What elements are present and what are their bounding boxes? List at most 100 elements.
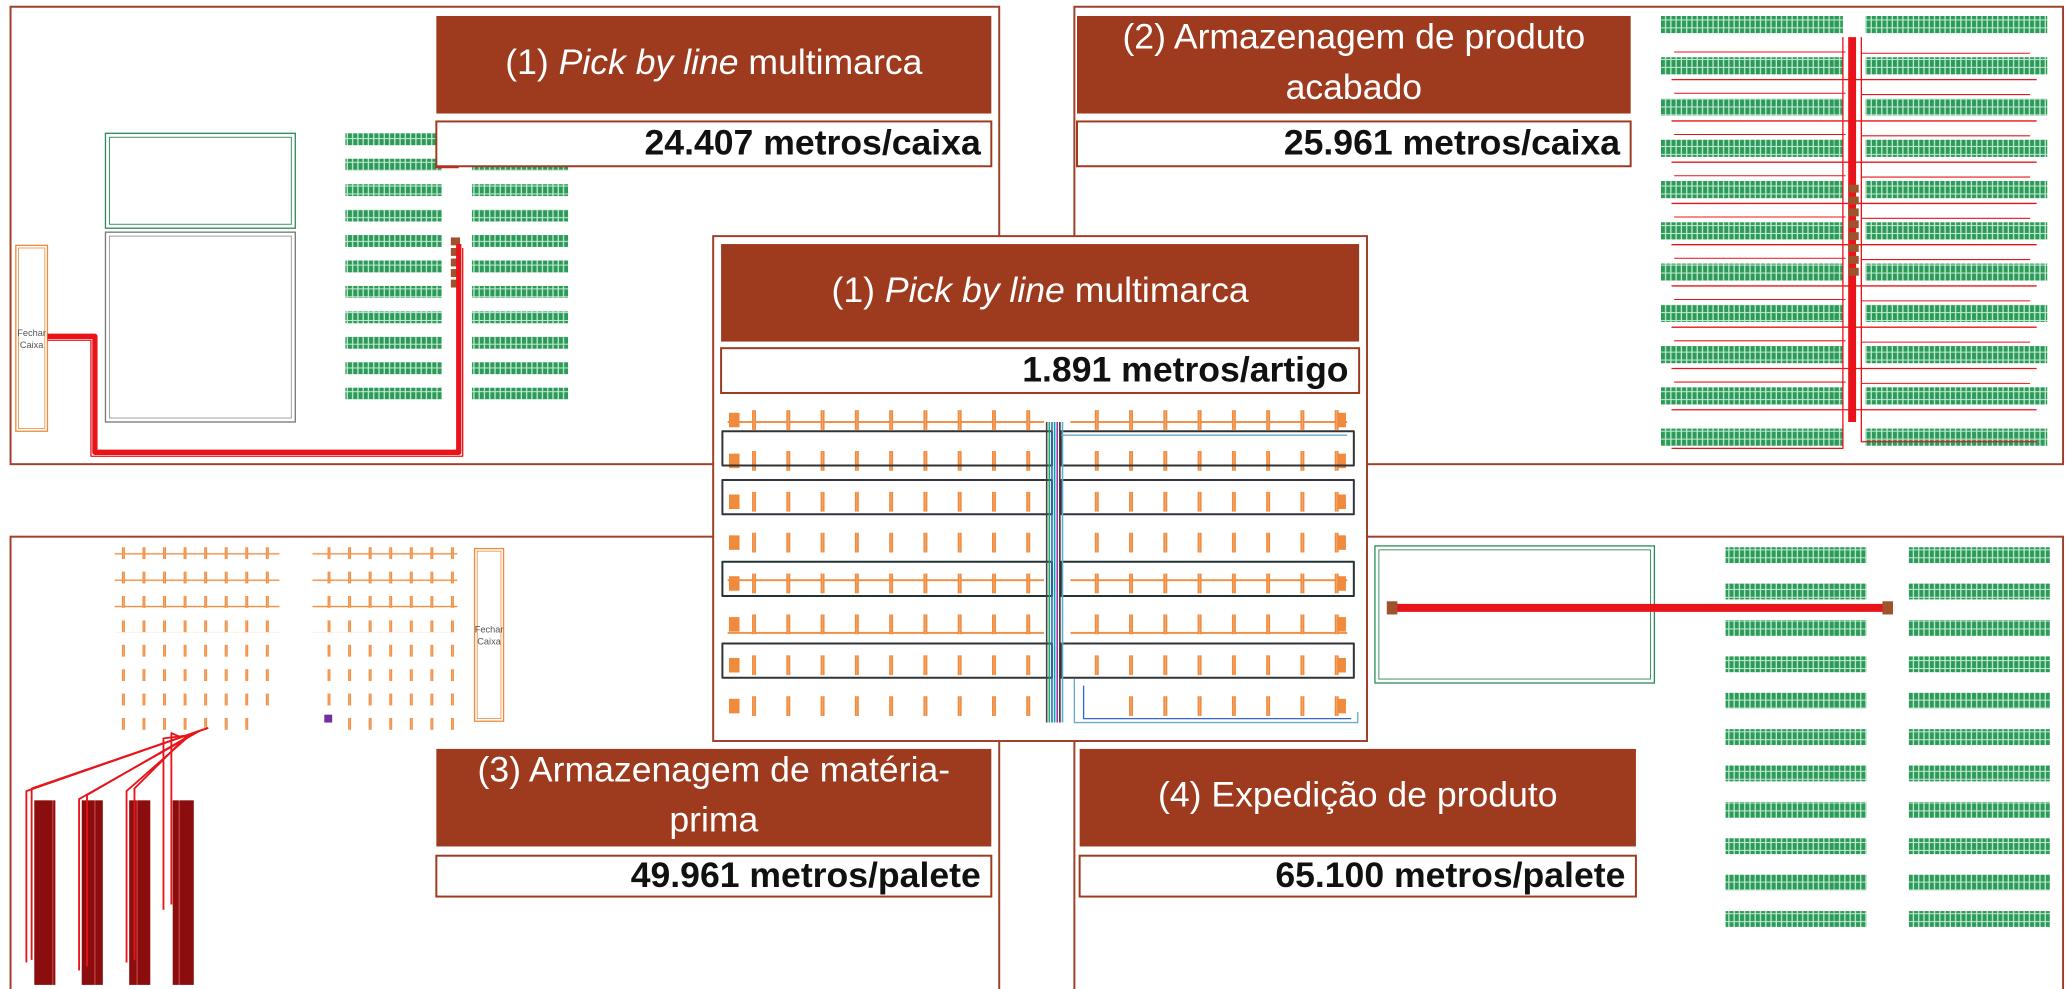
rack xyxy=(1865,346,2047,363)
rack xyxy=(1909,838,2050,854)
rack xyxy=(312,547,457,559)
rack xyxy=(345,311,441,323)
rack xyxy=(1661,57,1843,74)
rack xyxy=(729,576,740,591)
rack xyxy=(1070,614,1347,634)
rack xyxy=(1338,576,1346,591)
rack xyxy=(1865,387,2047,404)
rack xyxy=(1909,693,2050,709)
panel-title: (1) Pick by line multimarca xyxy=(505,42,922,82)
rack xyxy=(1661,140,1843,157)
rack xyxy=(728,533,1044,553)
rack xyxy=(472,235,568,247)
rack xyxy=(1865,222,2047,239)
metric-value: 25.961 metros/caixa xyxy=(1284,123,1621,163)
rack xyxy=(1105,696,1348,716)
rack xyxy=(1726,838,1867,854)
rack xyxy=(472,184,568,196)
rack xyxy=(1070,533,1347,553)
rack xyxy=(345,337,441,349)
rack xyxy=(312,645,457,657)
rack xyxy=(345,235,441,247)
rack xyxy=(1909,584,2050,600)
rack xyxy=(1070,492,1347,512)
metric-value: 49.961 metros/palete xyxy=(631,855,981,895)
rack xyxy=(129,800,150,985)
rack xyxy=(728,451,1044,471)
rack xyxy=(345,261,441,273)
rack xyxy=(1909,911,2050,927)
rack xyxy=(115,669,280,681)
rack xyxy=(1726,656,1867,672)
rack xyxy=(1661,429,1843,446)
panel-title: acabado xyxy=(1286,67,1423,107)
rack xyxy=(1726,584,1867,600)
rack xyxy=(1909,802,2050,818)
metric-value: 65.100 metros/palete xyxy=(1275,855,1625,895)
rack xyxy=(312,620,457,632)
title-part: prima xyxy=(669,800,758,840)
rack xyxy=(728,655,1044,675)
title-part: Pick by line xyxy=(559,42,739,82)
rack xyxy=(345,388,441,400)
page: (1) Pick by line multimarca 24.407 metros… xyxy=(0,0,2067,989)
rack xyxy=(1848,256,1859,264)
title-part: (1) xyxy=(831,270,884,310)
rack xyxy=(1387,601,1398,614)
rack xyxy=(1070,410,1347,430)
rack xyxy=(1070,655,1347,675)
rack xyxy=(1661,305,1843,322)
close-box-label: Fechar xyxy=(17,328,46,338)
rack xyxy=(472,311,568,323)
rack xyxy=(729,617,740,632)
title-part: (3) Armazenagem de matéria- xyxy=(478,750,951,790)
rack xyxy=(115,694,280,706)
rack xyxy=(1070,451,1347,471)
rack xyxy=(472,286,568,298)
rack xyxy=(728,492,1044,512)
rack xyxy=(115,620,280,632)
rack xyxy=(115,572,280,584)
rack xyxy=(332,718,457,730)
rack xyxy=(472,388,568,400)
rack xyxy=(1661,346,1843,363)
rack xyxy=(34,800,55,985)
rack xyxy=(1661,99,1843,116)
rack xyxy=(728,696,1044,716)
rack xyxy=(728,614,1044,634)
rack xyxy=(1338,617,1346,632)
layout-diagram: (1) Pick by line multimarca 24.407 metros… xyxy=(0,0,2067,989)
rack xyxy=(729,658,740,673)
title-part: multimarca xyxy=(739,42,923,82)
rack xyxy=(115,596,280,608)
rack xyxy=(1070,574,1347,594)
rack xyxy=(729,413,740,428)
rack xyxy=(312,572,457,584)
rack xyxy=(1726,802,1867,818)
rack xyxy=(1726,620,1867,636)
rack xyxy=(1909,547,2050,563)
rack xyxy=(1909,656,2050,672)
panel-title: (2) Armazenagem de produto xyxy=(1122,17,1585,57)
metric-value: 24.407 metros/caixa xyxy=(645,123,982,163)
title-part: (4) Expedição de produto xyxy=(1158,775,1558,815)
rack xyxy=(1338,535,1346,550)
title-part: (2) Armazenagem de produto xyxy=(1122,17,1585,57)
rack xyxy=(1726,911,1867,927)
title-part: acabado xyxy=(1286,67,1423,107)
title-part: Pick by line xyxy=(885,270,1065,310)
rack xyxy=(312,596,457,608)
rack xyxy=(345,362,441,374)
rack xyxy=(345,286,441,298)
rack xyxy=(312,694,457,706)
rack xyxy=(1726,693,1867,709)
rack xyxy=(472,210,568,222)
rack xyxy=(1865,429,2047,446)
rack xyxy=(728,574,1044,594)
panel-title: prima xyxy=(669,800,758,840)
rack xyxy=(1909,620,2050,636)
rack xyxy=(1726,875,1867,891)
rack xyxy=(1909,875,2050,891)
rack xyxy=(1848,208,1859,216)
rack xyxy=(1865,99,2047,116)
